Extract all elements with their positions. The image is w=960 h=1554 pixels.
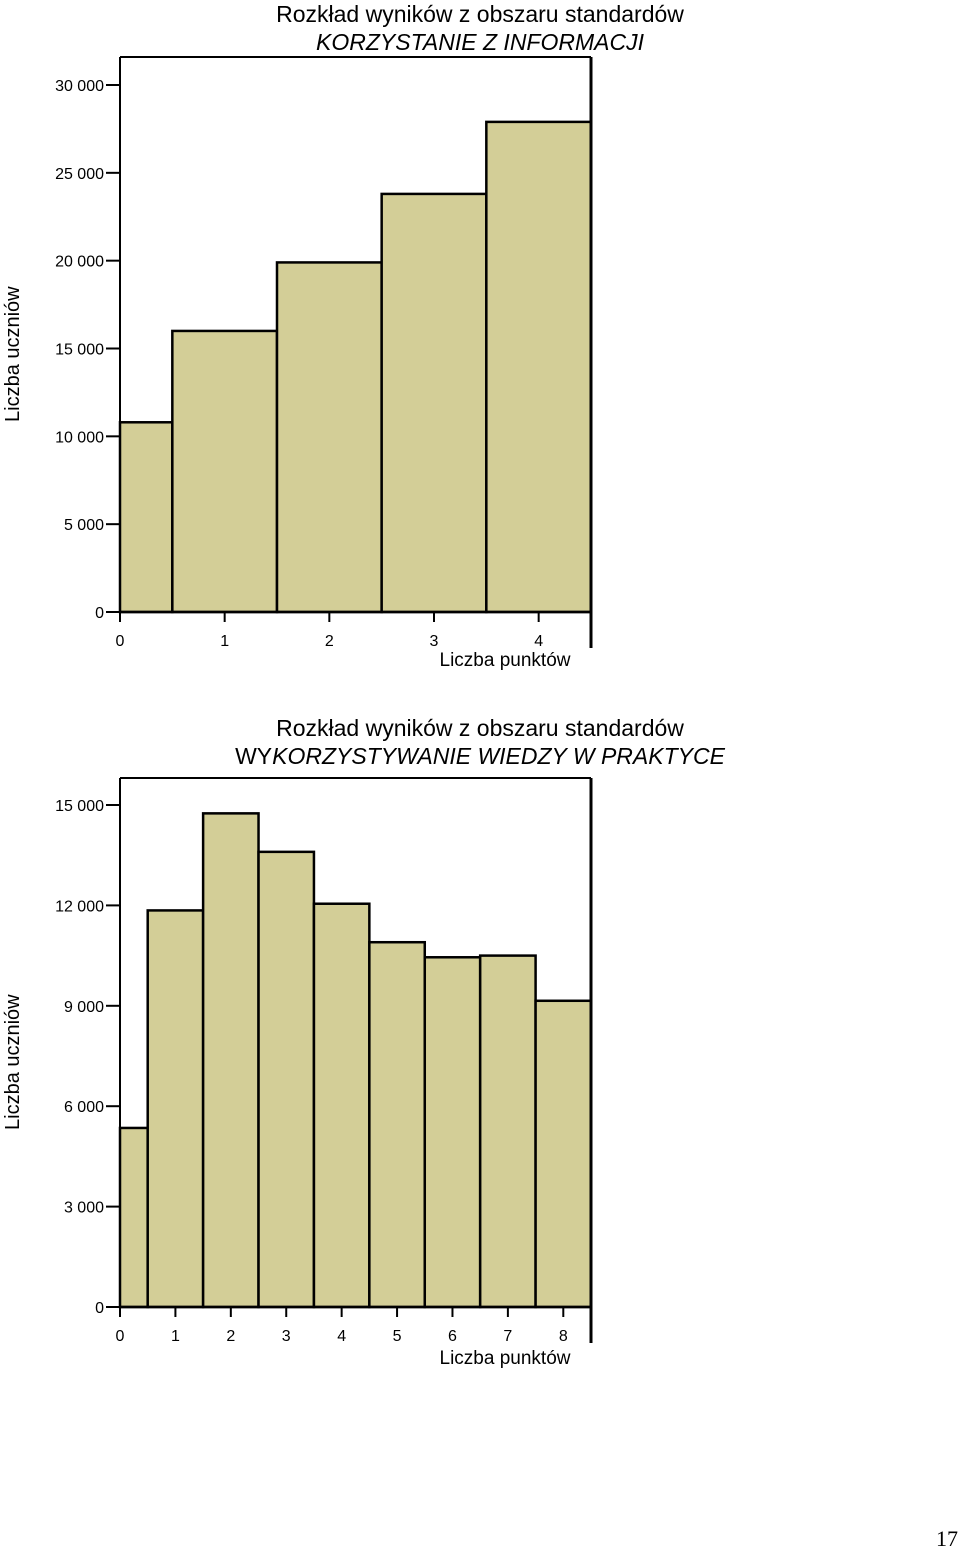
x-tick-label: 4	[534, 633, 543, 650]
chart-1-plot: 0 5 000 10 000 15 000 20 000 25 000 30 000 0 1 2 3…	[55, 56, 593, 671]
chart-1-subtitle-text: KORZYSTANIE Z INFORMACJI	[316, 29, 644, 55]
x-axis-label: Liczba punktów	[440, 1348, 571, 1369]
chart-2-title: Rozkład wyników z obszaru standardów	[276, 715, 684, 741]
chart-2-subtitle: WYKORZYSTYWANIE WIEDZY W PRAKTYCE	[0, 742, 960, 770]
x-axis-label: Liczba punktów	[440, 650, 571, 671]
chart-2-subtitle-text: KORZYSTYWANIE WIEDZY W PRAKTYCE	[272, 743, 725, 769]
y-tick-label: 15 000	[55, 798, 104, 815]
chart-1: Rozkład wyników z obszaru standardów KOR…	[0, 0, 960, 680]
bar-3	[257, 850, 316, 1309]
y-tick-label: 15 000	[55, 342, 104, 359]
bar-2	[201, 812, 260, 1309]
y-tick-label: 6 000	[64, 1099, 104, 1116]
y-tick-label: 20 000	[55, 254, 104, 271]
chart-1-title: Rozkład wyników z obszaru standardów	[276, 1, 684, 27]
y-tick-label: 0	[95, 1300, 104, 1317]
chart-2: Rozkład wyników z obszaru standardów WYK…	[0, 715, 960, 1369]
x-tick-label: 5	[393, 1328, 402, 1345]
x-tick-label: 6	[448, 1328, 457, 1345]
x-tick-label: 3	[282, 1328, 291, 1345]
x-tick-label: 3	[430, 633, 439, 650]
chart-1-subtitle: KORZYSTANIE Z INFORMACJI	[0, 28, 960, 56]
bar-4	[485, 120, 593, 614]
bar-1	[146, 909, 205, 1309]
x-tick-label: 4	[337, 1328, 346, 1345]
chart-2-subtitle-prefix: WY	[235, 743, 273, 769]
bar-6	[423, 956, 482, 1309]
bar-4	[312, 902, 371, 1309]
bar-8	[534, 999, 593, 1309]
x-tick-label: 0	[116, 633, 125, 650]
y-tick-label: 25 000	[55, 166, 104, 183]
x-tick-label: 1	[171, 1328, 180, 1345]
bar-7	[478, 954, 537, 1309]
x-tick-label: 1	[220, 633, 229, 650]
bar-3	[380, 192, 488, 614]
x-tick-label: 8	[559, 1328, 568, 1345]
y-tick-label: 3 000	[64, 1200, 104, 1217]
y-tick-label: 5 000	[64, 517, 104, 534]
y-tick-label: 10 000	[55, 429, 104, 446]
y-tick-label: 0	[95, 605, 104, 622]
y-tick-label: 30 000	[55, 78, 104, 95]
bar-5	[368, 940, 427, 1309]
y-tick-label: 12 000	[55, 898, 104, 915]
page-number: 17	[936, 1526, 958, 1551]
bar-0	[118, 1126, 149, 1309]
x-tick-label: 0	[116, 1328, 125, 1345]
x-tick-label: 2	[325, 633, 334, 650]
y-tick-label: 9 000	[64, 999, 104, 1016]
chart-2-plot: 0 3 000 6 000 9 000 12 000 15 000 0 1 2 3 4 5 6 7 8 Lic…	[55, 777, 593, 1369]
x-tick-label: 2	[226, 1328, 235, 1345]
x-tick-label: 7	[503, 1328, 512, 1345]
